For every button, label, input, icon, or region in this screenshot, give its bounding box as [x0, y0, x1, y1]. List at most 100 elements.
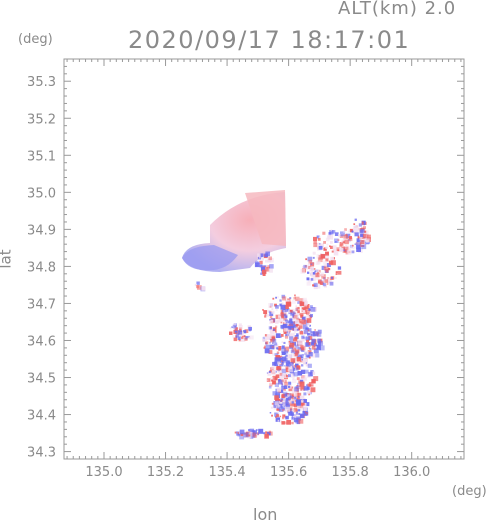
echo-cell	[309, 348, 312, 351]
echo-cell	[349, 228, 354, 233]
echo-cell	[328, 234, 334, 240]
echo-cell	[273, 375, 278, 380]
echo-cell	[342, 240, 346, 244]
echo-cell	[326, 263, 331, 267]
echo-cell	[300, 312, 304, 316]
echo-cell	[269, 344, 275, 350]
echo-cell	[330, 258, 334, 262]
echo-cell	[268, 268, 273, 273]
echo-cell	[289, 364, 294, 370]
echo-cell	[264, 315, 267, 318]
echo-cell	[322, 231, 326, 235]
echo-cell	[276, 414, 280, 418]
echo-cell	[263, 432, 266, 435]
echo-cell	[281, 351, 286, 355]
echo-cell	[339, 242, 344, 246]
echo-cell	[324, 254, 330, 259]
echo-cell	[271, 379, 274, 382]
echo-cell	[285, 404, 290, 409]
echo-cell	[297, 409, 300, 412]
echo-cell	[321, 265, 326, 270]
echo-cell	[281, 341, 283, 343]
echo-cell	[271, 346, 274, 349]
echo-cell	[310, 342, 315, 346]
echo-cell	[283, 404, 285, 407]
echo-cell	[318, 236, 321, 239]
echo-cell	[285, 335, 288, 339]
echo-cell	[271, 310, 275, 314]
echo-cell	[343, 246, 349, 252]
echo-cell	[276, 296, 279, 299]
echo-cell	[359, 236, 363, 240]
echo-cell	[313, 243, 318, 248]
echo-cell	[249, 335, 254, 340]
x-axis-label: lon	[253, 505, 278, 524]
echo-cell	[294, 344, 300, 350]
echo-cell	[286, 420, 291, 425]
echo-cell	[311, 378, 316, 384]
echo-cell	[319, 345, 325, 351]
cloud-echo-cool	[182, 245, 238, 271]
echo-cell	[330, 245, 334, 249]
echo-cell	[265, 431, 268, 434]
echo-cell	[279, 415, 282, 418]
echo-cell	[334, 277, 337, 279]
echo-cell	[283, 414, 286, 417]
echo-cell	[296, 396, 301, 401]
echo-cell	[298, 318, 303, 323]
echo-cell	[308, 352, 313, 357]
echo-cell	[273, 405, 277, 408]
echo-cell	[272, 328, 275, 331]
echo-cell	[313, 282, 318, 287]
echo-cell	[318, 243, 321, 245]
echo-cell	[354, 232, 359, 237]
echo-cell	[314, 329, 316, 331]
echo-cell	[276, 351, 280, 354]
echo-cell	[354, 243, 357, 245]
echo-cell	[274, 342, 278, 346]
echo-cell	[289, 393, 294, 398]
echo-cell	[298, 354, 303, 359]
echo-cell	[272, 361, 276, 366]
echo-cell	[297, 339, 303, 345]
echo-cell	[294, 403, 298, 408]
echo-cell	[312, 256, 315, 259]
echo-cell	[275, 314, 280, 320]
echo-cell	[264, 433, 269, 438]
echo-cell	[290, 373, 296, 378]
echo-cell	[285, 350, 289, 354]
echo-cell	[281, 394, 285, 399]
echo-cell	[330, 241, 333, 244]
echo-cell	[279, 299, 282, 302]
echo-cell	[241, 336, 244, 339]
echo-cell	[265, 267, 270, 272]
echo-cell	[344, 228, 347, 231]
tick-marks	[64, 59, 464, 460]
echo-cell	[271, 370, 277, 375]
echo-cell	[364, 230, 367, 233]
echo-cell	[311, 338, 316, 343]
echo-cell	[272, 338, 277, 343]
echo-cell	[297, 306, 300, 310]
echo-cell	[269, 412, 272, 414]
echo-cell	[278, 407, 284, 412]
echo-cell	[321, 274, 326, 279]
echo-cell	[282, 313, 286, 317]
echo-cell	[293, 324, 298, 329]
echo-cell	[201, 286, 206, 291]
echo-cell	[285, 373, 288, 376]
echo-cell	[308, 393, 310, 396]
echo-cell	[327, 278, 332, 284]
echo-cell	[284, 352, 287, 355]
echo-cell	[299, 413, 305, 419]
echo-cell	[289, 297, 292, 300]
echo-cell	[332, 249, 337, 253]
echo-cell	[288, 310, 292, 314]
echo-cell	[305, 265, 310, 270]
echo-cell	[309, 266, 314, 271]
echo-cell	[294, 336, 298, 340]
echo-cell	[292, 415, 297, 419]
echo-cell	[314, 270, 317, 273]
echo-cell	[251, 430, 255, 434]
echo-cell	[314, 346, 317, 349]
